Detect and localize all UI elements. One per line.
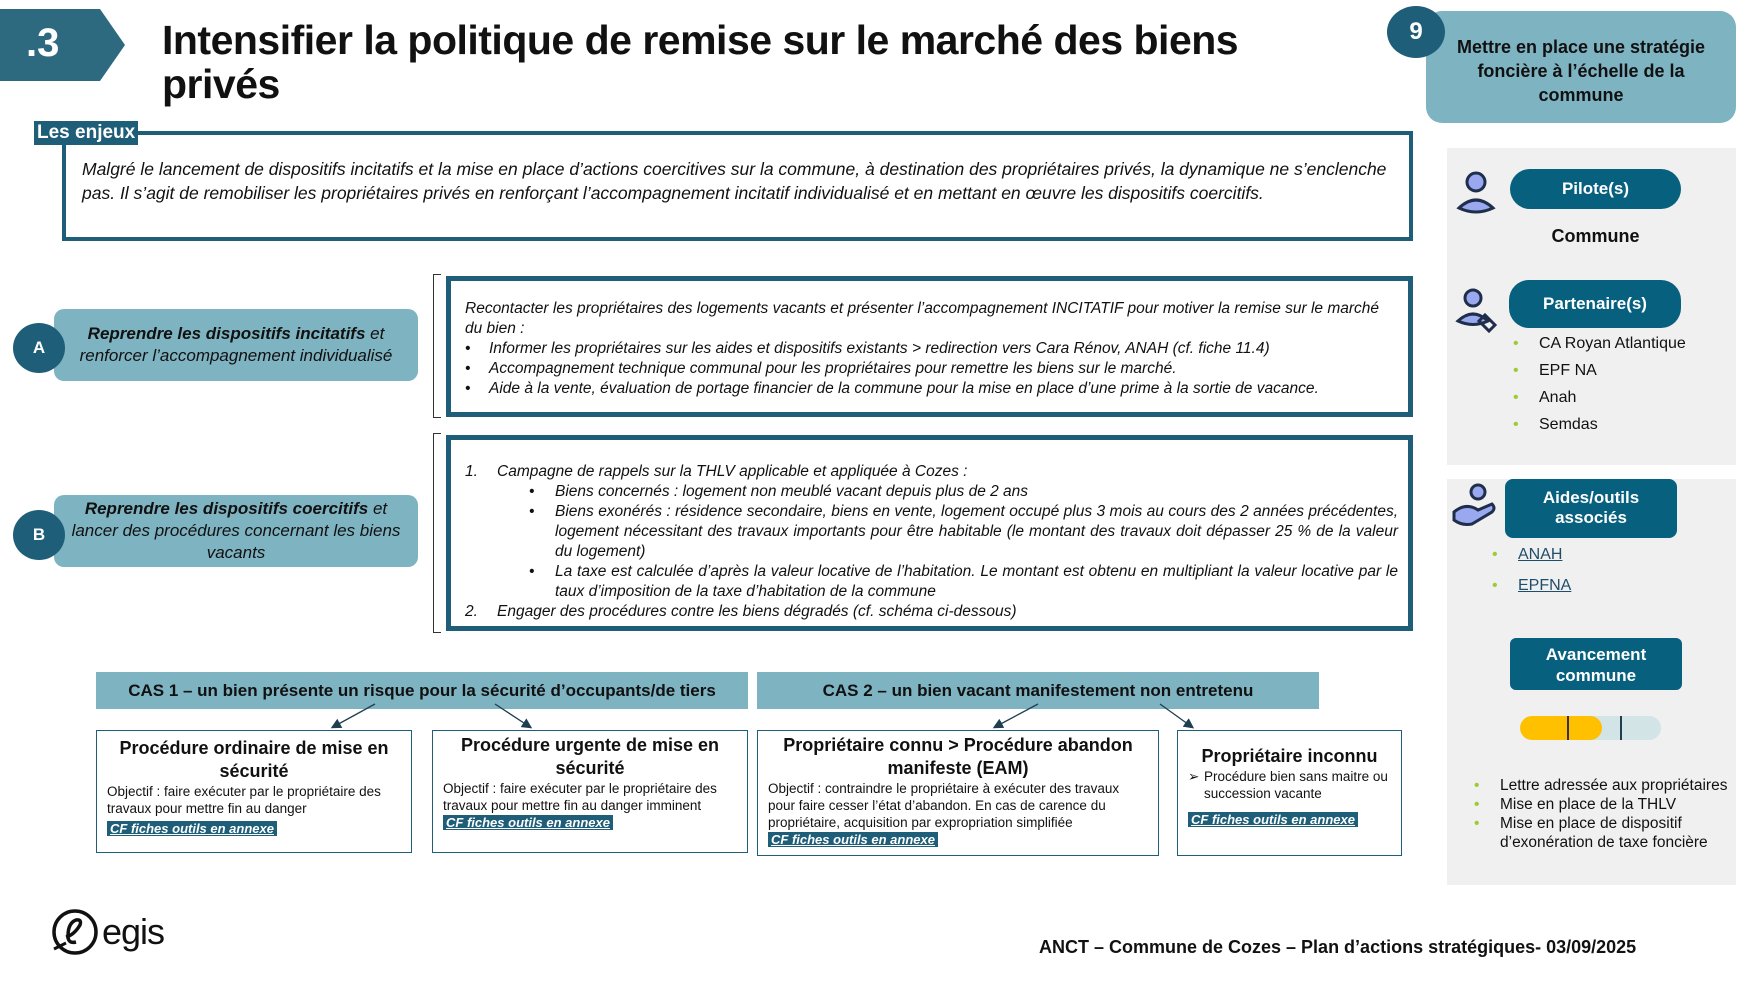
action-b-bold: Reprendre les dispositifs coercitifs [84, 499, 369, 518]
pilot-value: Commune [1551, 226, 1640, 246]
list-item: CA Royan Atlantique [1513, 335, 1686, 353]
progress-bar [1520, 716, 1661, 740]
page-title: Intensifier la politique de remise sur l… [162, 17, 1239, 107]
card-title: Propriétaire inconnu [1201, 746, 1378, 766]
action-b-rest: et lancer des procédures concernant les … [71, 499, 401, 562]
anah-link[interactable]: ANAH [1518, 546, 1563, 563]
egis-wordmark: egis [102, 911, 165, 952]
action-a-badge: A [13, 323, 65, 373]
list-item: ANAH [1492, 546, 1571, 564]
action-number-banner: .3 [0, 9, 125, 81]
progress-marker [1567, 716, 1569, 740]
arrow-bullet-icon: ➢ [1188, 769, 1200, 784]
list-item: Semdas [1513, 416, 1686, 434]
enjeux-label: Les enjeux [34, 121, 139, 145]
list-item: EPFNA [1492, 577, 1571, 595]
arrow [992, 703, 1039, 729]
list-item: Mise en place de dispositif d’exonératio… [1474, 814, 1744, 852]
procedure-card: Propriétaire connu > Procédure abandon m… [757, 730, 1159, 856]
cas-2-header: CAS 2 – un bien vacant manifestement non… [757, 672, 1319, 709]
action-a-box: Recontacter les propriétaires des logeme… [446, 276, 1413, 417]
epfna-link[interactable]: EPFNA [1518, 577, 1572, 594]
partners-icon [1455, 288, 1498, 334]
action-number: .3 [26, 21, 60, 65]
arrow [1159, 703, 1195, 729]
axis-number-badge: 9 [1387, 6, 1445, 58]
helping-hand-icon [1452, 483, 1496, 526]
sub-item: Biens concernés : logement non meublé va… [465, 482, 1398, 502]
list-item: 2. Engager des procédures contre les bien… [465, 602, 1398, 622]
annex-link[interactable]: CF fiches outils en annexe [107, 821, 277, 836]
item-number: 2. [465, 603, 478, 620]
card-title: Procédure urgente de mise en sécurité [460, 735, 720, 778]
action-a-intro: Recontacter les propriétaires des logeme… [465, 300, 1380, 337]
procedure-card: Propriétaire inconnu ➢ Procédure bien san… [1177, 730, 1402, 856]
card-title: Propriétaire connu > Procédure abandon m… [783, 735, 1133, 778]
card-text: Objectif : faire exécuter par le proprié… [443, 781, 717, 813]
progress-fill [1520, 716, 1602, 740]
item-number: 1. [465, 463, 478, 480]
list-item: Mise en place de la THLV [1474, 795, 1744, 814]
list-item: Informer les propriétaires sur les aides… [465, 339, 1398, 359]
progress-marker [1620, 716, 1622, 740]
action-a-bold: Reprendre les dispositifs incitatifs [87, 324, 366, 343]
procedure-card: Procédure ordinaire de mise en sécurité … [96, 730, 412, 853]
bracket [433, 274, 441, 418]
pilot-label: Pilote(s) [1510, 169, 1681, 209]
cas-1-header: CAS 1 – un bien présente un risque pour … [96, 672, 748, 709]
card-title: Procédure ordinaire de mise en sécurité [119, 738, 389, 781]
card-text: Objectif : faire exécuter par le proprié… [107, 784, 381, 816]
egis-logo: egis [50, 906, 165, 958]
enjeux-text: Malgré le lancement de dispositifs incit… [82, 159, 1387, 203]
action-b-label: Reprendre les dispositifs coercitifs et … [54, 495, 418, 567]
partners-list: CA Royan Atlantique EPF NA Anah Semdas [1513, 335, 1686, 443]
item-text: Campagne de rappels sur la THLV applicab… [497, 463, 968, 480]
egis-logo-mark [52, 909, 98, 955]
list-item: Lettre adressée aux propriétaires [1474, 776, 1744, 795]
item-text: Engager des procédures contre les biens … [497, 603, 1017, 620]
action-b-badge: B [13, 510, 65, 560]
progress-label: Avancement commune [1510, 638, 1682, 690]
tools-list: ANAH EPFNA [1492, 546, 1571, 604]
card-text: ➢ Procédure bien sans maitre ou successio… [1188, 768, 1391, 802]
pilot-icon [1456, 171, 1496, 214]
annex-link[interactable]: CF fiches outils en annexe [1188, 812, 1358, 827]
list-item: Aide à la vente, évaluation de portage f… [465, 379, 1398, 399]
arrow [330, 703, 376, 729]
enjeux-box: Malgré le lancement de dispositifs incit… [62, 131, 1413, 241]
list-item: 1. Campagne de rappels sur la THLV applic… [465, 462, 1398, 482]
sub-item: Biens exonérés : résidence secondaire, b… [465, 502, 1398, 562]
procedure-card: Procédure urgente de mise en sécurité Ob… [432, 730, 748, 853]
tools-label: Aides/outils associés [1505, 479, 1677, 538]
list-item: Accompagnement technique communal pour l… [465, 359, 1398, 379]
sub-item: La taxe est calculée d’après la valeur l… [465, 562, 1398, 602]
list-item: Anah [1513, 389, 1686, 407]
footer-text: ANCT – Commune de Cozes – Plan d’actions… [1039, 937, 1637, 957]
arrow [494, 703, 533, 729]
list-item: EPF NA [1513, 362, 1686, 380]
card-text-value: Procédure bien sans maitre ou succession… [1204, 769, 1388, 801]
progress-list: Lettre adressée aux propriétaires Mise e… [1474, 776, 1744, 852]
bracket [433, 433, 441, 633]
annex-link[interactable]: CF fiches outils en annexe [443, 815, 613, 830]
action-b-box: 1. Campagne de rappels sur la THLV applic… [446, 435, 1413, 631]
partners-label: Partenaire(s) [1509, 280, 1681, 328]
action-a-label: Reprendre les dispositifs incitatifs et … [54, 309, 418, 381]
axis-label: Mettre en place une stratégie foncière à… [1426, 11, 1736, 123]
annex-link[interactable]: CF fiches outils en annexe [768, 832, 938, 847]
action-a-rest: et renforcer l’accompagnement individual… [79, 324, 393, 365]
card-text: Objectif : contraindre le propriétaire à… [768, 781, 1120, 830]
